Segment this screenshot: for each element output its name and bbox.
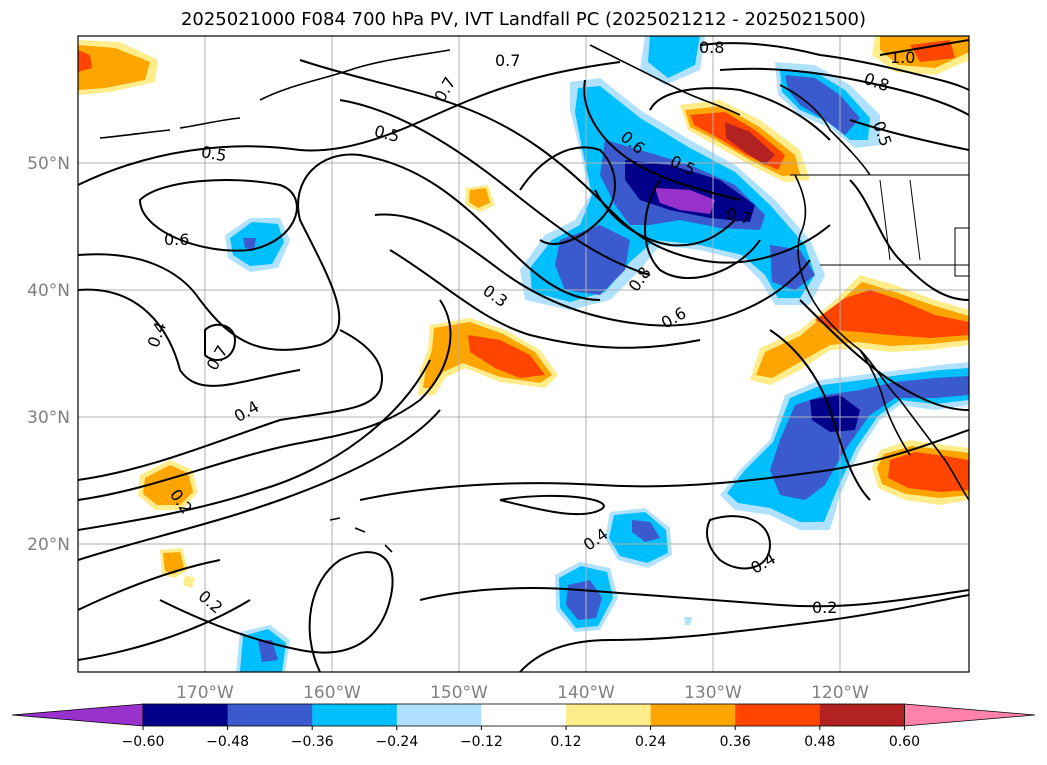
lon-label: 160°W [303,683,361,703]
colorbar-segment [566,704,652,726]
colorbar-tick-label: 0.12 [550,734,581,750]
lat-label: 30°N [27,408,70,428]
contour-label: 0.5 [200,142,228,165]
colorbar-segment [227,704,313,726]
lat-label: 50°N [27,154,70,174]
lon-label: 120°W [811,683,869,703]
colorbar-segment [312,704,398,726]
contour-label: 0.7 [495,51,520,70]
colorbar: −0.60 −0.48 −0.36 −0.24 −0.12 0.12 0.24 0.36 0.4… [11,703,1036,750]
colorbar-tick-label: −0.24 [375,734,418,750]
lon-label: 170°W [176,683,234,703]
colorbar-extend-low [11,703,144,727]
contour-label: 1.0 [890,48,915,67]
colorbar-tick-label: −0.48 [206,734,249,750]
longitude-labels: 170°W 160°W 150°W 140°W 130°W 120°W [176,683,869,703]
political-borders [790,174,969,277]
contour-label: 0.8 [699,38,724,57]
colorbar-tick-label: 0.60 [889,734,920,750]
colorbar-segment [143,704,229,726]
lat-label: 20°N [27,535,70,555]
colorbar-tick-label: −0.36 [291,734,334,750]
colorbar-frame [142,703,905,727]
colorbar-segment [819,704,905,726]
colorbar-tick-label: −0.12 [460,734,503,750]
lon-label: 150°W [430,683,488,703]
colorbar-tick-label: 0.24 [635,734,666,750]
colorbar-segment [396,704,482,726]
shaded-field [78,36,969,672]
contour-label: 0.6 [164,230,189,249]
lon-label: 130°W [684,683,742,703]
lon-label: 140°W [557,683,615,703]
latitude-labels: 50°N 40°N 30°N 20°N [27,154,70,555]
map-title: 2025021000 F084 700 hPa PV, IVT Landfall… [180,9,867,30]
colorbar-tick-label: 0.48 [804,734,835,750]
colorbar-tick-label: 0.36 [720,734,751,750]
colorbar-segment [481,704,567,726]
colorbar-tick-label: −0.60 [122,734,165,750]
pv-contours [78,39,969,672]
colorbar-extend-high [904,703,1036,727]
coastlines [99,44,969,553]
lat-label: 40°N [27,281,70,301]
plot-frame [77,35,970,673]
colorbar-segment [650,704,736,726]
contour-label: 0.2 [812,598,837,617]
colorbar-segment [735,704,821,726]
